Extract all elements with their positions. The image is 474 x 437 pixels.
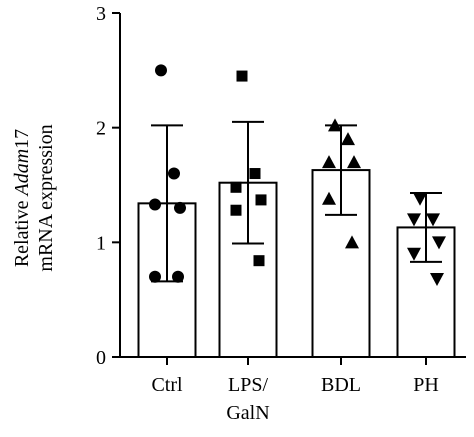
data-point-1-2 xyxy=(168,167,180,180)
data-point-2-4 xyxy=(255,194,267,206)
x-tick-label-3: BDL xyxy=(321,374,361,396)
data-point-3-4 xyxy=(347,155,361,169)
data-point-4-4 xyxy=(432,236,446,250)
data-points-layer xyxy=(149,64,446,287)
data-point-1-5 xyxy=(149,270,161,283)
axes-layer xyxy=(112,12,466,365)
data-point-3-5 xyxy=(322,191,336,205)
data-point-1-3 xyxy=(149,198,161,211)
data-point-4-6 xyxy=(430,273,444,287)
data-point-1-4 xyxy=(174,201,186,214)
y-tick-label-2: 1 xyxy=(96,232,106,254)
y-tick-label-1: 0 xyxy=(96,347,106,369)
data-point-4-2 xyxy=(426,213,440,227)
data-point-1-1 xyxy=(155,64,167,77)
y-axis-label-line-1: Relative Adam17 xyxy=(11,129,33,267)
data-point-2-6 xyxy=(253,255,265,267)
y-tick-label-3: 2 xyxy=(96,118,106,140)
y-axis-label-line-2: mRNA expression xyxy=(35,124,57,271)
data-point-4-3 xyxy=(407,213,421,227)
data-point-3-3 xyxy=(322,155,336,169)
data-point-2-1 xyxy=(236,70,248,82)
bar-4 xyxy=(396,226,456,358)
x-tick-label-1: Ctrl xyxy=(151,374,183,396)
x-tick-label-4: PH xyxy=(413,374,439,396)
data-point-3-1 xyxy=(328,118,342,132)
y-tick-label-4: 3 xyxy=(96,3,106,25)
labels-layer: 0 1 2 3 Ctrl LPS/GalN BDL PH Relative Adam17 mRNA… xyxy=(11,3,439,424)
data-point-3-6 xyxy=(345,235,359,249)
data-point-4-5 xyxy=(407,247,421,261)
data-point-2-5 xyxy=(230,204,242,216)
data-point-1-6 xyxy=(172,270,184,283)
x-tick-label-2: LPS/GalN xyxy=(226,374,269,424)
y-axis-label: Relative Adam17 mRNA expression xyxy=(11,124,57,271)
data-point-2-2 xyxy=(249,168,261,180)
data-point-3-2 xyxy=(341,132,355,146)
error-bars-layer xyxy=(151,120,442,283)
data-point-2-3 xyxy=(230,181,242,193)
bars-layer xyxy=(137,169,456,358)
data-point-4-1 xyxy=(413,192,427,206)
